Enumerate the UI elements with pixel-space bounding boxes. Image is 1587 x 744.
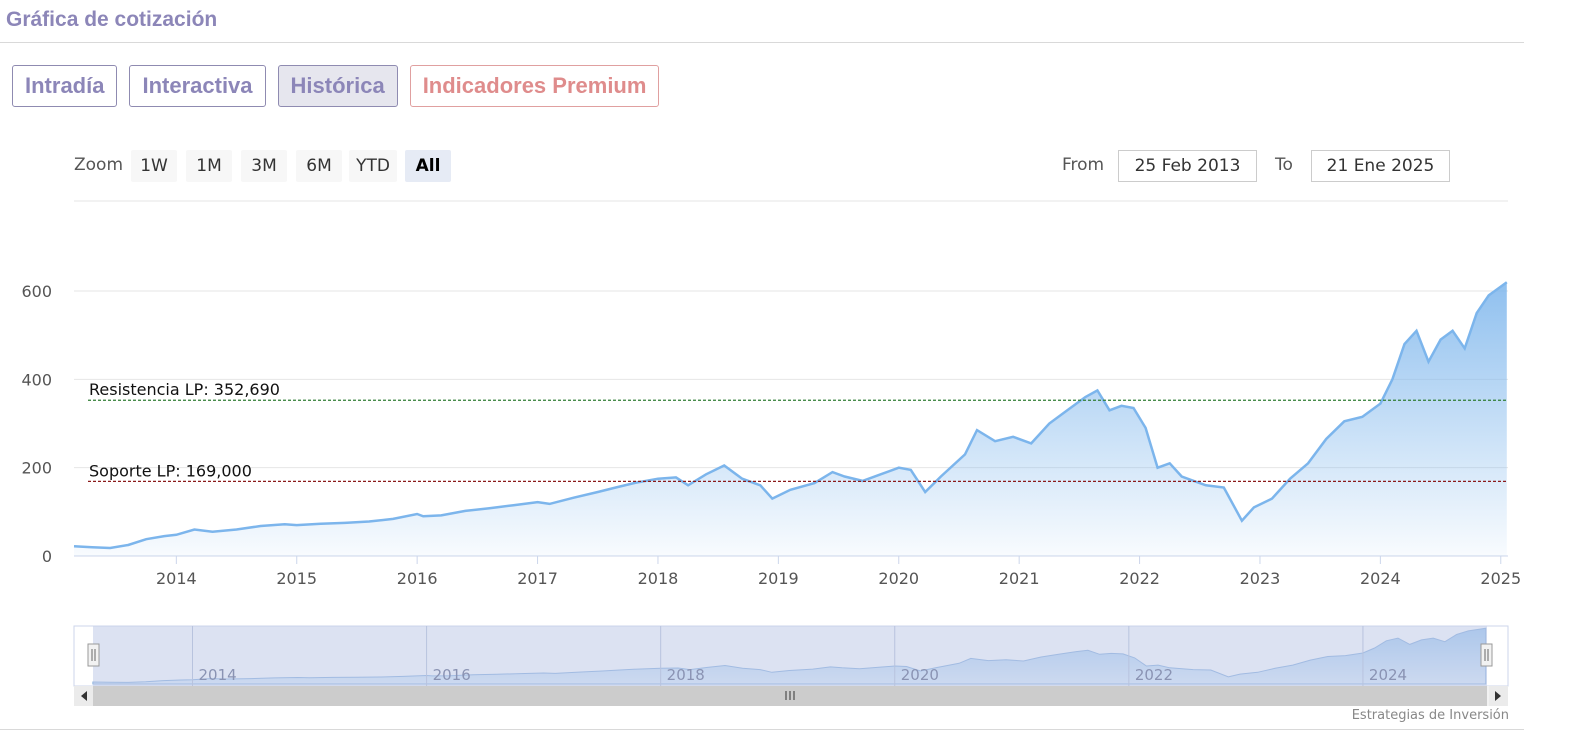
navigator-right-handle[interactable] <box>1480 643 1493 667</box>
navigator-tick-label: 2022 <box>1135 666 1173 684</box>
y-axis-labels: 0 200 400 600 <box>21 282 52 566</box>
footer-divider <box>0 729 1524 730</box>
zoom-all-button[interactable]: All <box>405 150 451 182</box>
header-divider <box>0 42 1524 43</box>
zoom-ytd-button[interactable]: YTD <box>349 150 397 182</box>
arrow-right-icon <box>1495 691 1501 701</box>
x-tick-label: 2018 <box>638 569 679 588</box>
navigator-tick-label: 2024 <box>1369 666 1407 684</box>
x-tick-label: 2024 <box>1360 569 1401 588</box>
from-date-input[interactable]: 25 Feb 2013 <box>1118 150 1257 182</box>
tab-indicadores-premium[interactable]: Indicadores Premium <box>409 65 660 107</box>
x-tick-label: 2015 <box>276 569 317 588</box>
y-tick-label: 200 <box>21 459 52 478</box>
x-tick-label: 2023 <box>1240 569 1281 588</box>
scrollbar-grip-icon <box>785 691 795 700</box>
y-tick-label: 600 <box>21 282 52 301</box>
chart-tabs: Intradía Interactiva Histórica Indicador… <box>12 65 660 107</box>
x-tick-label: 2020 <box>878 569 919 588</box>
to-date-input[interactable]: 21 Ene 2025 <box>1311 150 1450 182</box>
x-axis-labels: 2014 2015 2016 2017 2018 2019 2020 2021 2022 2023… <box>156 556 1521 588</box>
scroll-right-button[interactable] <box>1489 686 1508 706</box>
x-tick-label: 2019 <box>758 569 799 588</box>
page-title: Gráfica de cotización <box>6 8 218 31</box>
price-area <box>74 282 1507 556</box>
scroll-left-button[interactable] <box>74 686 93 706</box>
x-tick-label: 2017 <box>517 569 558 588</box>
zoom-1m-button[interactable]: 1M <box>186 150 232 182</box>
navigator-tick-label: 2014 <box>198 666 236 684</box>
zoom-6m-button[interactable]: 6M <box>296 150 342 182</box>
zoom-1w-button[interactable]: 1W <box>131 150 177 182</box>
to-label: To <box>1275 155 1293 175</box>
x-tick-label: 2021 <box>999 569 1040 588</box>
chart-credit: Estrategias de Inversión <box>1351 708 1509 723</box>
x-tick-label: 2022 <box>1119 569 1160 588</box>
x-tick-label: 2016 <box>397 569 438 588</box>
arrow-left-icon <box>81 691 87 701</box>
from-label: From <box>1062 155 1105 175</box>
resistance-label: Resistencia LP: 352,690 <box>89 380 280 399</box>
tab-historica[interactable]: Histórica <box>277 65 398 107</box>
support-label: Soporte LP: 169,000 <box>89 461 252 480</box>
tab-intradia[interactable]: Intradía <box>12 65 118 107</box>
y-tick-label: 0 <box>42 547 52 566</box>
price-line <box>73 281 1508 550</box>
navigator-selection-mask[interactable] <box>93 626 1487 686</box>
navigator-tick-label: 2016 <box>433 666 471 684</box>
navigator-tick-label: 2020 <box>901 666 939 684</box>
x-tick-label: 2025 <box>1480 569 1521 588</box>
support-resistance-lines: Resistencia LP: 352,690 Soporte LP: 169,0… <box>88 380 1508 482</box>
navigator-labels: 2014 2016 2018 2020 2022 2024 <box>191 626 1407 686</box>
y-tick-label: 400 <box>21 370 52 389</box>
zoom-3m-button[interactable]: 3M <box>241 150 287 182</box>
navigator-left-handle[interactable] <box>87 643 100 667</box>
zoom-label: Zoom <box>74 155 124 175</box>
tab-interactiva[interactable]: Interactiva <box>129 65 266 107</box>
navigator-tick-label: 2018 <box>667 666 705 684</box>
x-tick-label: 2014 <box>156 569 197 588</box>
